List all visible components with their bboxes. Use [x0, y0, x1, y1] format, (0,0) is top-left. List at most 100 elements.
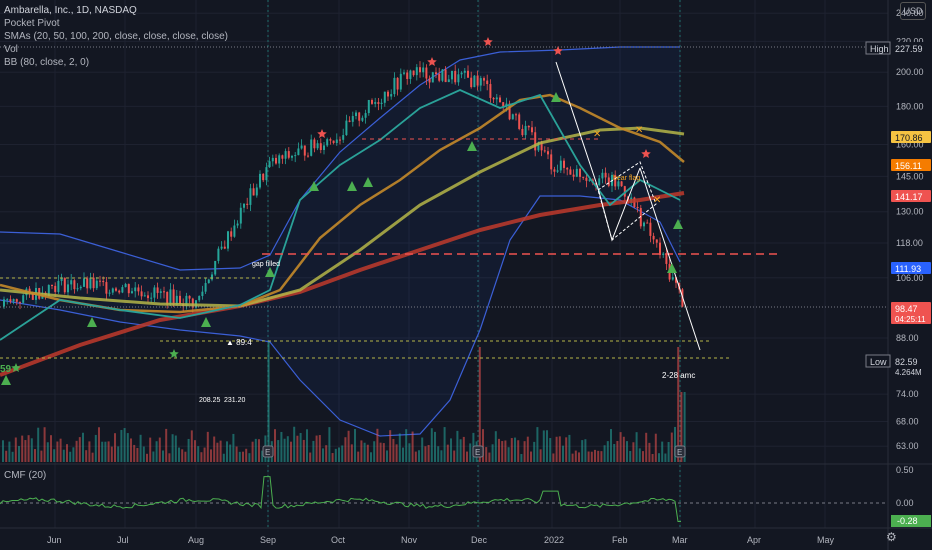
volume-bar: [126, 433, 129, 462]
time-axis-label: Dec: [471, 535, 488, 545]
candle-body: [166, 291, 169, 305]
legend-smas[interactable]: SMAs (20, 50, 100, 200, close, close, cl…: [4, 31, 228, 42]
candle-body: [140, 291, 143, 297]
candle-body: [595, 183, 597, 186]
candle-body: [300, 145, 303, 149]
volume-bar: [610, 429, 612, 462]
legend-pocket-pivot[interactable]: Pocket Pivot: [4, 18, 60, 29]
candle-body: [92, 277, 95, 289]
time-axis-label: Jul: [117, 535, 129, 545]
price-label-tag-text: Low: [870, 357, 887, 367]
volume-bar: [62, 449, 65, 462]
cmf-legend[interactable]: CMF (20): [4, 470, 47, 481]
volume-bar: [165, 428, 168, 462]
annotation-price: 231.20: [224, 397, 246, 404]
candle-body: [108, 292, 111, 294]
volume-bar: [530, 451, 532, 462]
legend-bb[interactable]: BB (80, close, 2, 0): [4, 57, 90, 68]
volume-bar: [661, 441, 664, 462]
candle-body: [380, 102, 383, 104]
volume-bar: [245, 448, 248, 462]
candle-body: [214, 260, 217, 275]
volume-bar: [24, 440, 27, 462]
volume-bar: [408, 443, 411, 462]
candle-body: [262, 173, 265, 181]
time-axis-label: May: [817, 535, 835, 545]
price-label-box: [891, 190, 931, 202]
cross-marker: ✕: [593, 129, 601, 140]
symbol-title[interactable]: Ambarella, Inc., 1D, NASDAQ: [4, 5, 137, 16]
candle-body: [649, 222, 652, 236]
candle-body: [582, 176, 585, 178]
candle-body: [73, 280, 76, 290]
earnings-icon: [674, 445, 686, 458]
candle-body: [444, 69, 447, 83]
candle-body: [396, 77, 399, 90]
cmf-axis-label: 0.00: [896, 498, 914, 508]
price-axis-label: 145.00: [896, 171, 924, 181]
volume-bar: [357, 451, 360, 462]
candle-body: [585, 177, 588, 181]
candle-body: [617, 181, 620, 187]
candle-body: [313, 139, 316, 149]
candle-body: [63, 278, 66, 293]
volume-bar: [296, 435, 299, 462]
volume-bar: [133, 444, 136, 462]
volume-bar: [56, 441, 59, 462]
candle-body: [239, 207, 242, 224]
bear-flag-channel: [597, 161, 657, 241]
volume-bar: [629, 451, 632, 462]
candle-body: [604, 172, 607, 178]
legend-vol[interactable]: Vol: [4, 44, 18, 55]
gear-icon[interactable]: ⚙: [886, 530, 897, 544]
candle-body: [310, 139, 313, 156]
volume-bar: [568, 434, 571, 462]
volume-bar: [430, 428, 433, 462]
volume-bar: [306, 429, 308, 462]
volume-bar: [354, 428, 356, 462]
candle-body: [201, 291, 204, 297]
volume-bar: [498, 438, 500, 462]
candle-body: [521, 128, 524, 136]
pocket-pivot-marker: [201, 317, 211, 327]
candle-body: [236, 223, 239, 226]
volume-bar: [290, 441, 292, 462]
candle-body: [675, 277, 677, 283]
candle-body: [655, 239, 658, 243]
volume-bar: [213, 436, 216, 462]
volume-bar: [427, 445, 430, 462]
volume-bar: [453, 450, 456, 462]
candle-body: [364, 113, 367, 118]
bb-fill: [0, 47, 680, 436]
candle-body: [57, 280, 60, 292]
price-label-value: 227.59: [895, 44, 923, 54]
candle-body: [233, 225, 236, 237]
currency-badge[interactable]: USD: [900, 2, 926, 20]
candle-body: [204, 283, 207, 292]
volume-bar: [171, 434, 174, 462]
volume-bar: [238, 451, 241, 462]
volume-bar: [123, 428, 126, 462]
volume-bar: [549, 438, 552, 462]
candle-body: [409, 70, 412, 79]
volume-bar: [168, 453, 171, 462]
volume-bar: [155, 441, 158, 462]
candle-body: [227, 231, 229, 249]
candle-body: [467, 70, 469, 78]
volume-bar: [584, 439, 587, 462]
volume-bar: [658, 453, 660, 462]
candle-body: [70, 280, 73, 285]
volume-bar: [347, 430, 350, 462]
candle-body: [156, 287, 159, 293]
price-axis-label: 240.00: [896, 8, 924, 18]
volume-bar: [200, 452, 203, 462]
volume-bar: [434, 431, 436, 462]
volume-bar: [46, 442, 49, 462]
candle-body: [588, 179, 591, 181]
volume-bar: [533, 441, 536, 462]
volume-bar: [488, 452, 491, 462]
volume-bar: [478, 347, 481, 462]
candle-body: [265, 167, 268, 181]
chart-legend: Ambarella, Inc., 1D, NASDAQ Pocket Pivot…: [4, 4, 228, 69]
